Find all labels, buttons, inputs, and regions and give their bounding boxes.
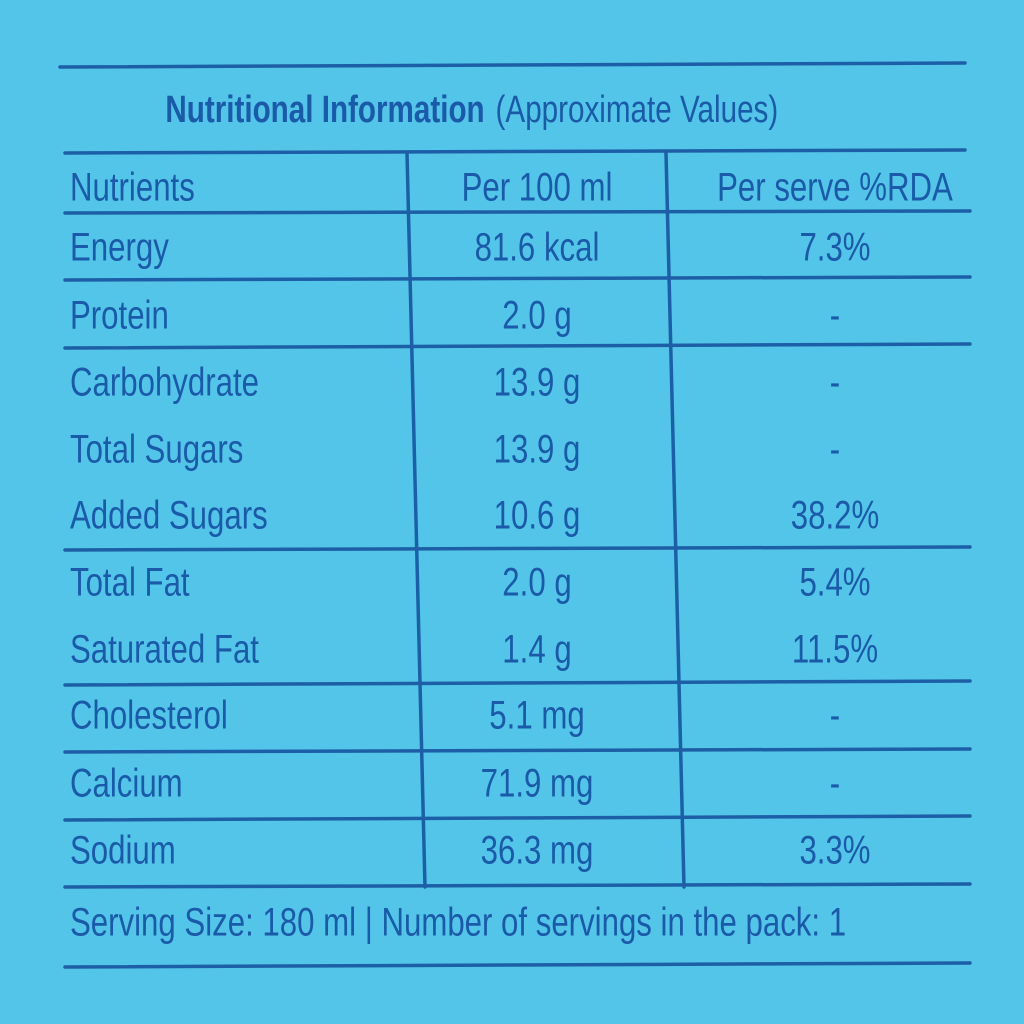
table-cell: 2.0 g bbox=[502, 560, 571, 605]
table-cell: Calcium bbox=[70, 761, 183, 806]
table-text: Nutritional Information (Approximate Valu… bbox=[70, 89, 953, 945]
rule bbox=[63, 882, 972, 889]
table-cell: Total Sugars bbox=[70, 427, 243, 472]
table-cell: 13.9 g bbox=[494, 427, 581, 472]
table-cell: Carbohydrate bbox=[70, 360, 259, 405]
column-rule bbox=[405, 151, 427, 889]
rule bbox=[63, 275, 972, 282]
table-cell: Sodium bbox=[70, 828, 176, 873]
table-cell: - bbox=[830, 293, 840, 338]
rule bbox=[63, 961, 972, 969]
table-cell: 38.2% bbox=[791, 493, 879, 538]
table-cell: 10.6 g bbox=[494, 493, 581, 538]
table-cell: - bbox=[830, 693, 840, 738]
table-cell: 5.1 mg bbox=[489, 693, 584, 738]
rule bbox=[63, 747, 972, 754]
table-cell: 3.3% bbox=[799, 828, 870, 873]
rule bbox=[58, 61, 967, 69]
rule bbox=[63, 342, 972, 350]
table-cell: Total Fat bbox=[70, 560, 190, 605]
title-normal: (Approximate Values) bbox=[496, 89, 779, 131]
title: Nutritional Information (Approximate Valu… bbox=[165, 89, 778, 131]
table-cell: 5.4% bbox=[799, 560, 870, 605]
table-cell: - bbox=[830, 761, 840, 806]
table-cell: 36.3 mg bbox=[481, 828, 594, 873]
table-cell: 71.9 mg bbox=[481, 761, 594, 806]
header-cell: Per 100 ml bbox=[462, 165, 613, 210]
table-cell: 1.4 g bbox=[502, 627, 571, 672]
table-cell: 2.0 g bbox=[502, 293, 571, 338]
header-cell: Nutrients bbox=[70, 165, 195, 210]
table-cell: 13.9 g bbox=[494, 360, 581, 405]
table-cell: 7.3% bbox=[799, 225, 870, 270]
table-cell: Energy bbox=[70, 225, 169, 270]
table-rules bbox=[58, 61, 972, 969]
table-cell: Added Sugars bbox=[70, 493, 268, 538]
table-cell: - bbox=[830, 360, 840, 405]
table-cell: - bbox=[830, 427, 840, 472]
table-cell: Cholesterol bbox=[70, 693, 228, 738]
header-cell: Per serve %RDA bbox=[717, 165, 953, 210]
rule bbox=[63, 814, 972, 822]
table-cell: 11.5% bbox=[792, 627, 878, 672]
column-rule bbox=[664, 151, 686, 889]
rule bbox=[63, 209, 972, 215]
rule bbox=[63, 148, 967, 155]
footer: Serving Size: 180 ml | Number of serving… bbox=[70, 900, 846, 945]
title-bold: Nutritional Information bbox=[165, 89, 484, 131]
table-cell: Saturated Fat bbox=[70, 627, 259, 672]
rule bbox=[63, 679, 972, 687]
table-cell: 81.6 kcal bbox=[475, 225, 600, 270]
rule bbox=[63, 545, 972, 552]
table-cell: Protein bbox=[70, 293, 169, 338]
